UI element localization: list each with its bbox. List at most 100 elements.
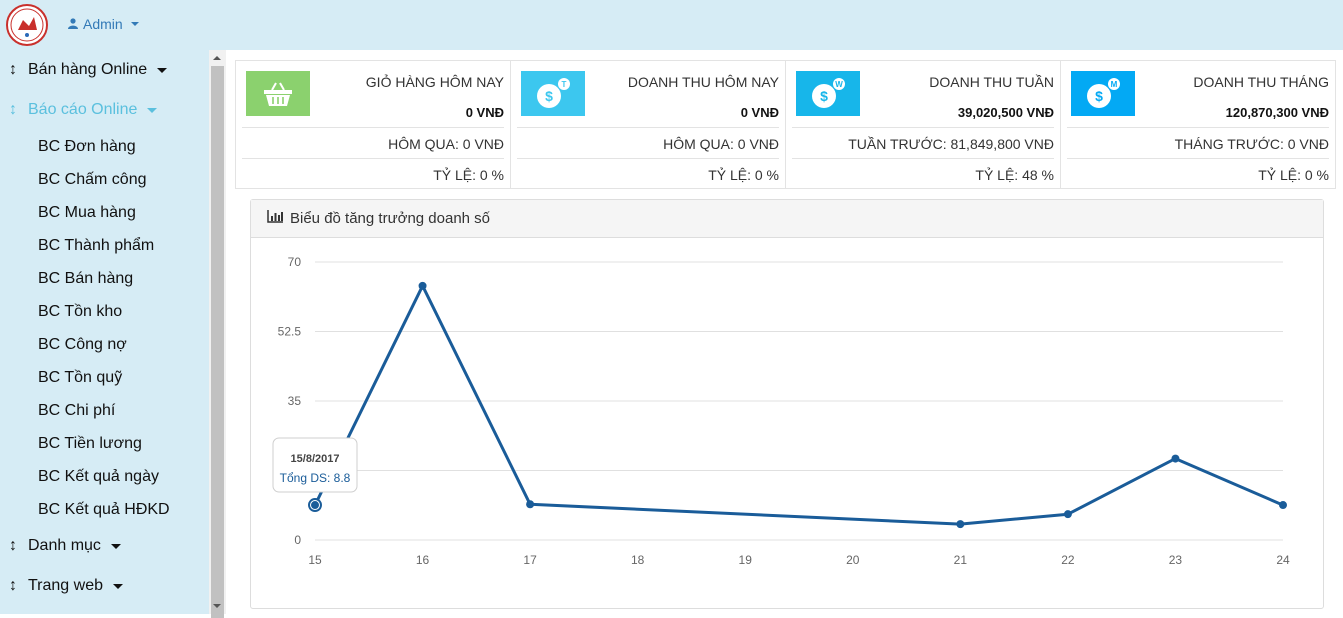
updown-arrow-icon: ↕ — [9, 537, 17, 554]
svg-text:$: $ — [820, 88, 828, 104]
stat-title: DOANH THU HÔM NAY — [627, 74, 779, 90]
badge-letter: T — [562, 80, 567, 89]
stat-value: 0 VNĐ — [465, 105, 504, 120]
dollar-icon: $ W — [796, 71, 860, 116]
data-point — [1171, 454, 1180, 463]
y-tick-label: 0 — [294, 533, 301, 547]
main-content: GIỎ HÀNG HÔM NAY 0 VNĐ HÔM QUA: 0 VNĐ TỶ… — [226, 50, 1343, 614]
divider — [792, 127, 1054, 128]
scrollbar-thumb[interactable] — [211, 66, 224, 618]
y-tick-label: 70 — [288, 255, 302, 269]
y-tick-label: 52.5 — [278, 325, 302, 339]
divider — [1067, 158, 1329, 159]
stat-previous: HÔM QUA: 0 VNĐ — [663, 136, 779, 152]
divider — [517, 127, 779, 128]
company-logo[interactable] — [6, 4, 48, 46]
sidebar-item-bc-cong-no[interactable]: BC Công nợ — [38, 336, 127, 353]
sidebar-item-bc-ban-hang[interactable]: BC Bán hàng — [38, 270, 134, 287]
menu-danh-muc[interactable]: ↕ Danh mục — [0, 537, 121, 555]
x-tick-label: 23 — [1169, 553, 1183, 567]
sidebar-item-bc-tien-luong[interactable]: BC Tiền lương — [38, 435, 142, 452]
bar-chart-icon — [267, 210, 284, 227]
top-bar: Admin — [0, 0, 1343, 50]
sidebar-item-bc-mua-hang[interactable]: BC Mua hàng — [38, 204, 136, 221]
stat-ratio: TỶ LỆ: 0 % — [1258, 167, 1329, 183]
updown-arrow-icon: ↕ — [9, 101, 17, 118]
caret-down-icon — [130, 22, 139, 26]
sidebar-item-bc-thanh-pham[interactable]: BC Thành phẩm — [38, 237, 155, 254]
divider — [792, 158, 1054, 159]
badge-letter: W — [835, 80, 843, 89]
dollar-icon: $ T — [521, 71, 585, 116]
menu-ban-hang-online[interactable]: ↕ Bán hàng Online — [0, 61, 168, 79]
data-point — [956, 520, 965, 529]
badge-letter: M — [1111, 80, 1118, 89]
sidebar-item-bc-ton-kho[interactable]: BC Tồn kho — [38, 303, 123, 320]
stat-ratio: TỶ LỆ: 0 % — [708, 167, 779, 183]
stat-card-revenue-week: $ W DOANH THU TUẦN 39,020,500 VNĐ TUẦN T… — [785, 60, 1061, 189]
sidebar-scrollbar[interactable] — [209, 50, 226, 618]
menu-trang-web[interactable]: ↕ Trang web — [0, 577, 123, 595]
caret-down-icon — [157, 67, 168, 73]
data-point — [526, 500, 535, 509]
updown-arrow-icon: ↕ — [9, 61, 17, 78]
stat-value: 0 VNĐ — [740, 105, 779, 120]
stat-ratio: TỶ LỆ: 48 % — [975, 167, 1054, 183]
scroll-down-icon[interactable] — [213, 604, 221, 608]
divider — [242, 127, 504, 128]
x-tick-label: 17 — [523, 553, 537, 567]
user-icon — [68, 16, 78, 32]
series-line — [313, 284, 1284, 526]
x-tick-label: 18 — [631, 553, 645, 567]
dollar-icon: $ M — [1071, 71, 1135, 116]
caret-down-icon — [147, 107, 158, 113]
stat-title: DOANH THU THÁNG — [1193, 74, 1329, 90]
divider — [242, 158, 504, 159]
admin-menu[interactable]: Admin — [68, 16, 139, 32]
scroll-up-icon[interactable] — [213, 56, 221, 60]
stat-title: GIỎ HÀNG HÔM NAY — [365, 74, 504, 90]
stat-previous: HÔM QUA: 0 VNĐ — [388, 136, 504, 152]
sidebar-item-bc-cham-cong[interactable]: BC Chấm công — [38, 171, 147, 188]
stat-title: DOANH THU TUẦN — [929, 74, 1054, 90]
sidebar-item-bc-chi-phi[interactable]: BC Chi phí — [38, 402, 116, 419]
stat-value: 120,870,300 VNĐ — [1225, 105, 1329, 120]
data-point — [1063, 510, 1072, 519]
x-tick-label: 24 — [1276, 553, 1290, 567]
divider — [1067, 127, 1329, 128]
stat-card-cart-today: GIỎ HÀNG HÔM NAY 0 VNĐ HÔM QUA: 0 VNĐ TỶ… — [235, 60, 511, 189]
y-tick-label: 35 — [288, 394, 302, 408]
data-tooltip: 15/8/2017 Tổng DS: 8.8 — [272, 437, 358, 493]
panel-title: Biểu đồ tăng trưởng doanh số — [290, 210, 491, 227]
x-tick-label: 19 — [739, 553, 753, 567]
admin-label: Admin — [83, 16, 123, 32]
caret-down-icon — [113, 583, 123, 589]
stat-previous: TUẦN TRƯỚC: 81,849,800 VNĐ — [848, 136, 1054, 152]
stat-card-revenue-month: $ M DOANH THU THÁNG 120,870,300 VNĐ THÁN… — [1060, 60, 1336, 189]
menu-group-label: Bán hàng Online — [28, 61, 148, 78]
menu-group-label: Danh mục — [28, 537, 101, 554]
svg-text:$: $ — [1095, 88, 1103, 104]
sidebar-item-bc-ket-qua-ngay[interactable]: BC Kết quả ngày — [38, 468, 159, 485]
menu-bao-cao-online[interactable]: ↕ Báo cáo Online — [0, 101, 158, 119]
sidebar-item-bc-don-hang[interactable]: BC Đơn hàng — [38, 138, 136, 155]
sidebar-item-bc-ton-quy[interactable]: BC Tồn quỹ — [38, 369, 123, 386]
x-tick-label: 16 — [416, 553, 430, 567]
caret-down-icon — [110, 543, 121, 549]
growth-chart-panel: Biểu đồ tăng trưởng doanh số 017.53552.5… — [250, 199, 1324, 609]
x-tick-label: 21 — [954, 553, 968, 567]
stat-card-revenue-today: $ T DOANH THU HÔM NAY 0 VNĐ HÔM QUA: 0 V… — [510, 60, 786, 189]
stat-previous: THÁNG TRƯỚC: 0 VNĐ — [1174, 136, 1329, 152]
menu-group-label: Báo cáo Online — [28, 101, 138, 118]
sidebar-item-bc-ket-qua-hdkd[interactable]: BC Kết quả HĐKD — [38, 501, 170, 518]
menu-group-label: Trang web — [28, 577, 103, 594]
stat-value: 39,020,500 VNĐ — [957, 105, 1054, 120]
updown-arrow-icon: ↕ — [9, 577, 17, 594]
data-point — [311, 501, 319, 510]
stat-ratio: TỶ LỆ: 0 % — [433, 167, 504, 183]
divider — [517, 158, 779, 159]
panel-header: Biểu đồ tăng trưởng doanh số — [251, 200, 1323, 238]
tooltip-value: Tổng DS: 8.8 — [280, 471, 351, 485]
x-tick-label: 15 — [308, 553, 322, 567]
basket-icon — [246, 71, 310, 116]
